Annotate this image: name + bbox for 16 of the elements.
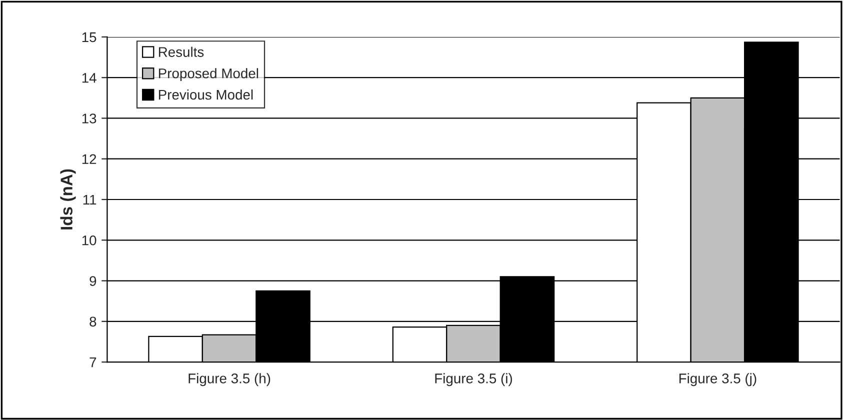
legend-label: Previous Model	[158, 89, 253, 100]
x-tick-label: Figure 3.5 (j)	[679, 373, 756, 386]
x-tick-label: Figure 3.5 (i)	[435, 373, 512, 386]
y-tick-label: 10	[82, 235, 96, 246]
y-tick-label: 11	[83, 194, 96, 205]
y-tick-label: 7	[90, 358, 96, 368]
y-tick-label: 12	[82, 154, 96, 164]
legend-label: Results	[158, 46, 204, 57]
y-tick-label: 14	[82, 73, 96, 83]
y-tick-label: 15	[82, 32, 96, 42]
legend-label: Proposed Model	[158, 68, 258, 82]
y-tick-label: 8	[90, 316, 96, 327]
y-axis-title: Ids (nA)	[60, 169, 76, 230]
y-tick-label: 13	[82, 114, 96, 124]
x-tick-label: Figure 3.5 (h)	[188, 373, 270, 386]
y-tick-label: 9	[90, 276, 96, 286]
